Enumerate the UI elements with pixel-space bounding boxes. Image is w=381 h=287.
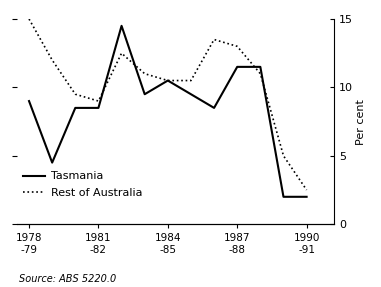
Line: Tasmania: Tasmania — [29, 26, 307, 197]
Rest of Australia — [258, 72, 263, 75]
Rest of Australia — [304, 188, 309, 192]
Tasmania — [50, 161, 54, 164]
Rest of Australia — [142, 72, 147, 75]
Tasmania — [258, 65, 263, 69]
Legend: Tasmania, Rest of Australia: Tasmania, Rest of Australia — [23, 171, 142, 198]
Tasmania — [73, 106, 78, 110]
Rest of Australia — [212, 38, 216, 41]
Tasmania — [165, 79, 170, 82]
Tasmania — [142, 92, 147, 96]
Tasmania — [119, 24, 124, 28]
Tasmania — [189, 92, 193, 96]
Rest of Australia — [235, 45, 240, 48]
Rest of Australia — [189, 79, 193, 82]
Rest of Australia — [119, 51, 124, 55]
Rest of Australia — [27, 17, 31, 21]
Tasmania — [281, 195, 286, 199]
Tasmania — [235, 65, 240, 69]
Rest of Australia — [165, 79, 170, 82]
Rest of Australia — [96, 99, 101, 103]
Text: Source: ABS 5220.0: Source: ABS 5220.0 — [19, 274, 116, 284]
Tasmania — [96, 106, 101, 110]
Rest of Australia — [73, 92, 78, 96]
Tasmania — [212, 106, 216, 110]
Rest of Australia — [281, 154, 286, 158]
Y-axis label: Per cent: Per cent — [356, 99, 366, 145]
Line: Rest of Australia: Rest of Australia — [29, 19, 307, 190]
Tasmania — [27, 99, 31, 103]
Rest of Australia — [50, 58, 54, 62]
Tasmania — [304, 195, 309, 199]
